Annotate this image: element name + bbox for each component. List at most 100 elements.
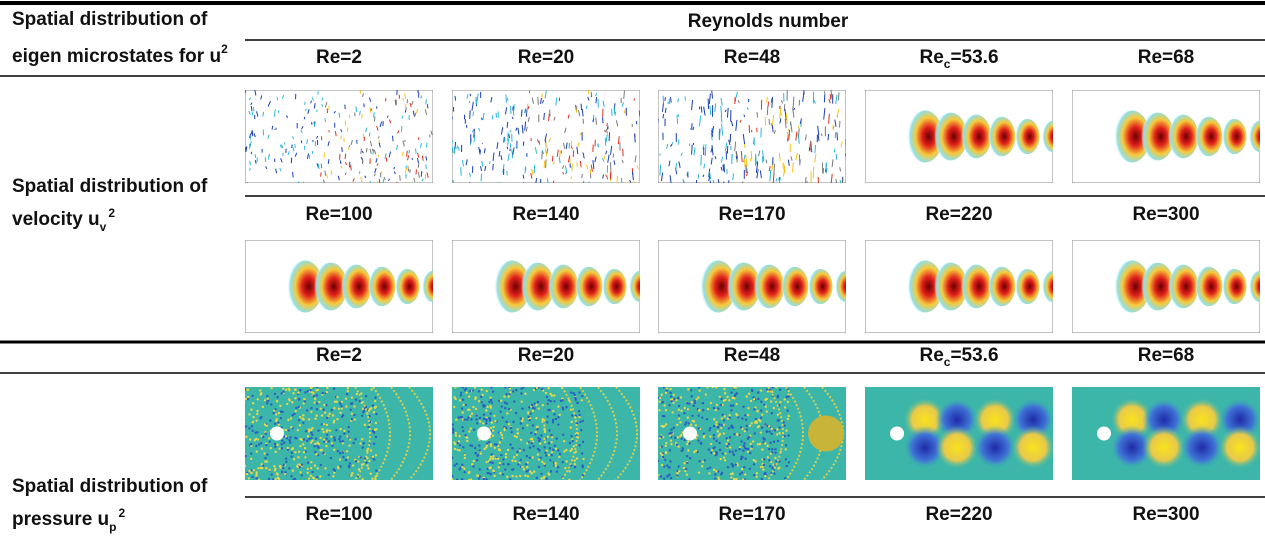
vector [835, 178, 838, 183]
row-label: velocity uv2 [12, 206, 115, 234]
speckle [461, 466, 464, 469]
speckle [540, 472, 543, 476]
vector [778, 177, 781, 183]
speckle [663, 404, 666, 407]
speckle [288, 388, 291, 392]
speckle [768, 430, 771, 433]
speckle [325, 423, 329, 427]
speckle [660, 463, 664, 467]
speckle [765, 430, 769, 433]
speckle [245, 464, 247, 468]
re-text: Re [919, 47, 943, 68]
vector [661, 103, 664, 112]
speckle [462, 403, 465, 406]
speckle [748, 467, 751, 471]
speckle [369, 407, 373, 410]
vector [541, 99, 544, 104]
speckle [712, 406, 716, 410]
speckle [548, 447, 552, 450]
speckle [297, 418, 301, 422]
vector [617, 136, 620, 145]
speckle [658, 409, 661, 412]
speckle [683, 438, 686, 442]
speckle [322, 422, 326, 426]
speckle [373, 399, 377, 403]
speckle [733, 387, 736, 390]
speckle [555, 437, 558, 440]
image-content [865, 240, 1053, 333]
speckle [722, 456, 726, 459]
speckle [736, 433, 739, 437]
vector [307, 109, 310, 114]
vector [606, 125, 609, 130]
speckle [272, 478, 275, 480]
vector [721, 123, 724, 136]
speckle [520, 392, 523, 395]
speckle [302, 438, 306, 441]
vector [404, 107, 407, 113]
speckle [784, 477, 787, 480]
speckle [275, 472, 279, 475]
speckle [310, 436, 313, 440]
speckle [739, 457, 743, 461]
vector [797, 133, 800, 144]
speckle [319, 407, 323, 410]
speckle [363, 423, 367, 427]
vector [739, 119, 742, 123]
speckle [293, 477, 297, 480]
re-label: Re=2 [316, 345, 362, 366]
vector [658, 118, 659, 125]
speckle [489, 398, 493, 402]
speckle [319, 449, 322, 452]
vector [531, 168, 534, 175]
vector [341, 147, 343, 152]
vortex [421, 270, 433, 303]
cylinder [270, 426, 284, 441]
speckle [316, 402, 319, 405]
speckle [354, 460, 358, 463]
speckle [730, 391, 733, 394]
vector [294, 144, 296, 148]
vector [723, 163, 725, 173]
speckle [660, 393, 663, 396]
vector [581, 108, 584, 117]
speckle [289, 441, 292, 444]
speckle [301, 417, 304, 420]
speckle [248, 427, 251, 430]
speckle [251, 475, 254, 479]
speckle [322, 430, 325, 434]
speckle [350, 412, 354, 415]
speckle [264, 457, 267, 460]
speckle [712, 418, 716, 421]
vector [311, 97, 314, 101]
speckle [680, 409, 683, 413]
speckle [463, 467, 466, 470]
speckle [353, 413, 356, 417]
vector [251, 111, 254, 116]
speckle [762, 436, 765, 440]
speckle [746, 450, 750, 454]
speckle [759, 466, 763, 469]
speckle [461, 426, 464, 429]
speckle [332, 475, 335, 478]
vector [517, 127, 520, 135]
vector [386, 115, 389, 118]
vector [373, 116, 376, 122]
speckle [524, 463, 528, 466]
subscript: v [100, 220, 107, 234]
vector [324, 118, 327, 123]
speckle [682, 466, 685, 470]
speckle [303, 397, 306, 401]
speckle [581, 440, 585, 444]
vector [660, 172, 664, 182]
speckle [346, 435, 349, 438]
speckle [317, 429, 320, 432]
speckle [351, 471, 354, 475]
speckle [707, 448, 711, 451]
speckle [274, 445, 277, 448]
speckle [744, 414, 747, 417]
vector [835, 153, 838, 160]
vector [691, 144, 693, 155]
vector [396, 144, 399, 151]
speckle [473, 387, 477, 389]
